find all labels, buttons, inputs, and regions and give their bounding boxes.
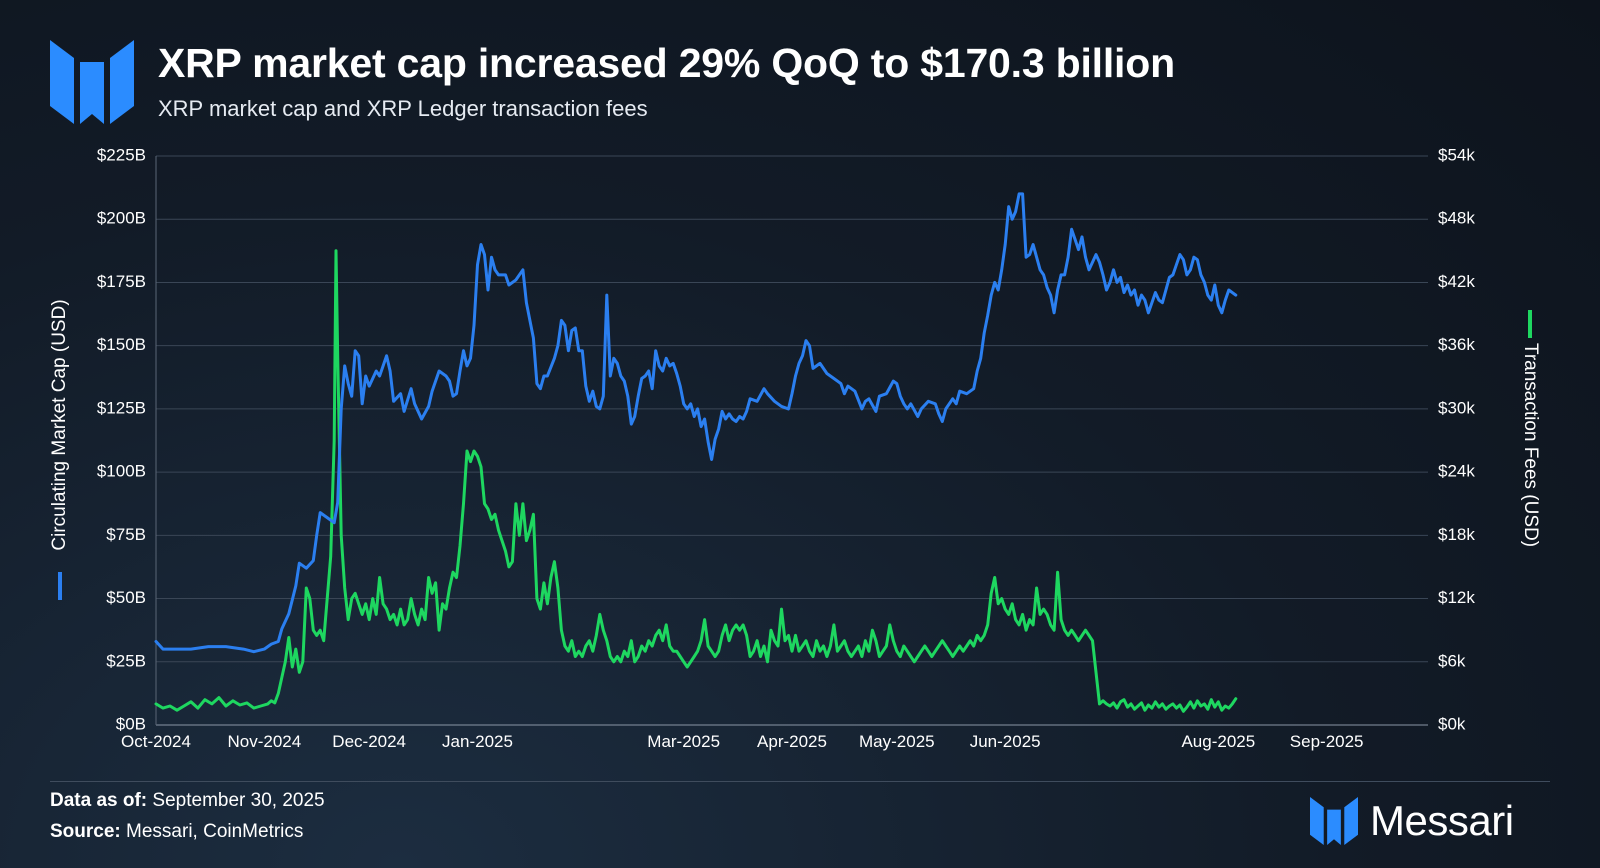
left-y-tick-label: $0B [116,714,146,733]
x-tick-label: Jun-2025 [970,732,1041,751]
grid-lines [155,155,1428,726]
x-tick-label: Nov-2024 [227,732,301,751]
chart-subtitle: XRP market cap and XRP Ledger transactio… [158,96,648,121]
brand-name: Messari [1370,797,1514,844]
data-as-of: Data as of: September 30, 2025 [50,790,325,812]
footer-divider [50,781,1550,782]
series [154,192,1238,713]
right-y-tick-label: $30k [1438,398,1475,417]
left-y-tick-label: $175B [97,272,146,291]
left-y-tick-label: $225B [97,145,146,164]
source-label: Source: [50,821,121,842]
x-tick-label: Mar-2025 [647,732,720,751]
left-y-axis-label: Circulating Market Cap (USD) [49,299,70,550]
right-y-tick-label: $54k [1438,145,1475,164]
x-tick-label: Sep-2025 [1290,732,1364,751]
right-y-tick-label: $12k [1438,588,1475,607]
transaction-fees-line [154,249,1238,713]
x-tick-label: May-2025 [859,732,935,751]
messari-logo-icon [50,40,134,124]
right-y-tick-label: $42k [1438,272,1475,291]
right-y-axis-label: Transaction Fees (USD) [1520,343,1541,547]
chart-title: XRP market cap increased 29% QoQ to $170… [158,40,1175,86]
right-y-tick-label: $36k [1438,335,1475,354]
source-value: Messari, CoinMetrics [126,821,304,842]
left-y-axis-legend-swatch [58,572,62,600]
right-y-tick-label: $18k [1438,525,1475,544]
right-y-tick-label: $0k [1438,714,1466,733]
brand-logo: Messari [1310,796,1514,846]
left-y-tick-label: $75B [106,525,146,544]
x-tick-label: Jan-2025 [442,732,513,751]
left-y-tick-label: $50B [106,588,146,607]
left-y-tick-label: $25B [106,651,146,670]
messari-logo-icon [1310,797,1358,845]
right-y-tick-label: $6k [1438,651,1466,670]
source: Source: Messari, CoinMetrics [50,821,303,843]
market-cap-line [154,192,1238,654]
x-tick-label: Oct-2024 [121,732,191,751]
left-y-tick-label: $150B [97,335,146,354]
right-y-axis-legend-swatch [1528,310,1532,338]
left-y-tick-label: $125B [97,398,146,417]
xrp-chart: $0B $25B $50B $75B $100B $125B $150B $175B $200B… [49,145,1541,751]
right-y-axis-title: Transaction Fees (USD) [1520,310,1541,547]
data-as-of-label: Data as of: [50,790,148,811]
right-y-tick-label: $24k [1438,462,1475,481]
data-as-of-value: September 30, 2025 [152,790,325,811]
right-y-tick-label: $48k [1438,209,1475,228]
x-tick-label: Aug-2025 [1181,732,1255,751]
left-y-tick-label: $200B [97,209,146,228]
left-y-axis-title: Circulating Market Cap (USD) [49,299,70,600]
x-axis-ticks: Oct-2024 Nov-2024 Dec-2024 Jan-2025 Mar-2025… [121,732,1363,751]
x-tick-label: Apr-2025 [757,732,827,751]
left-y-axis-ticks: $0B $25B $50B $75B $100B $125B $150B $175B $200B… [97,145,146,733]
right-y-axis-ticks: $0k $6k $12k $18k $24k $30k $36k $42k $48k $54k [1438,145,1475,733]
x-tick-label: Dec-2024 [332,732,406,751]
left-y-tick-label: $100B [97,462,146,481]
